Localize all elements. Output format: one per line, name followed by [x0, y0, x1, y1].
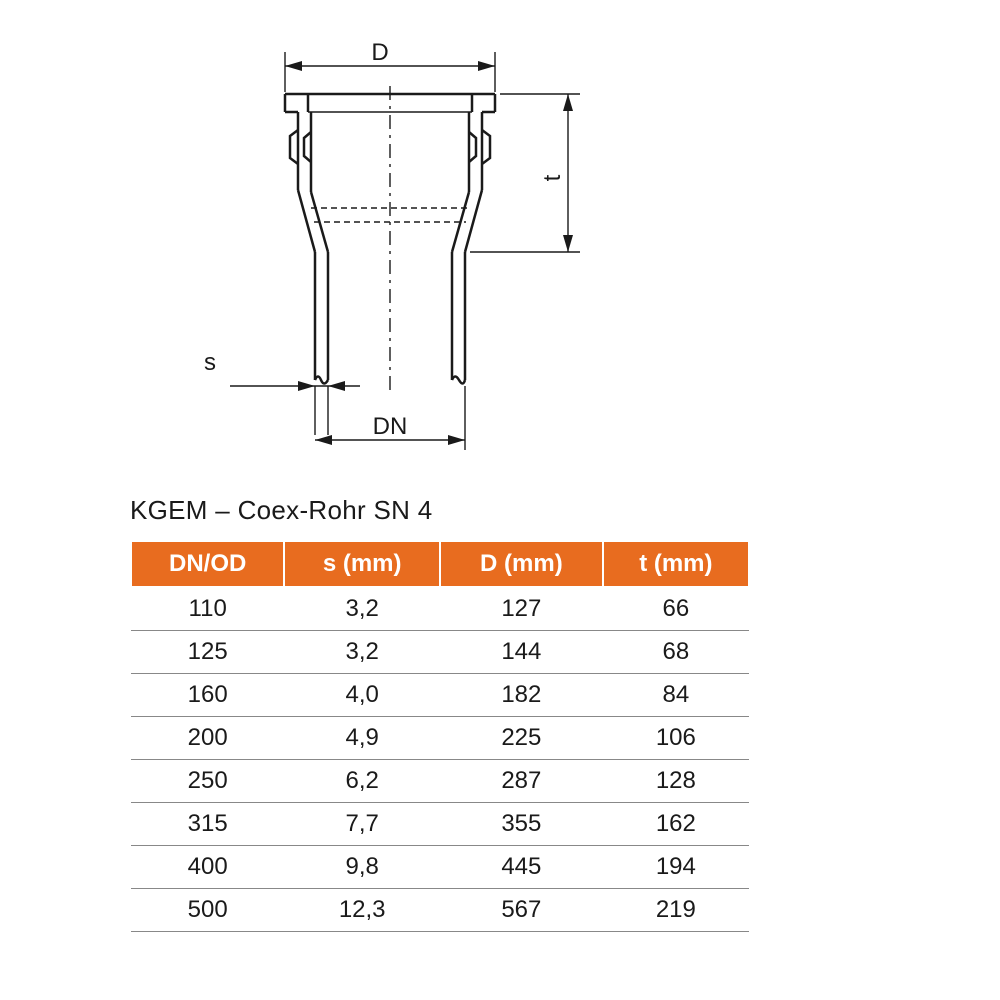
table-cell: 3,2 — [284, 587, 440, 631]
pipe-diagram: D t s DN — [180, 40, 680, 460]
table-cell: 182 — [440, 674, 603, 717]
table-row: 2004,9225106 — [131, 717, 749, 760]
table-cell: 225 — [440, 717, 603, 760]
table-cell: 219 — [603, 889, 749, 932]
table-cell: 9,8 — [284, 846, 440, 889]
table-cell: 200 — [131, 717, 284, 760]
table-cell: 6,2 — [284, 760, 440, 803]
dim-label-s: s — [204, 349, 216, 376]
table-cell: 12,3 — [284, 889, 440, 932]
pipe-diagram-svg: D t s DN — [180, 40, 680, 460]
table-row: 1103,212766 — [131, 587, 749, 631]
table-cell: 4,9 — [284, 717, 440, 760]
table-cell: 7,7 — [284, 803, 440, 846]
table-cell: 4,0 — [284, 674, 440, 717]
table-cell: 128 — [603, 760, 749, 803]
table-row: 1253,214468 — [131, 631, 749, 674]
table-cell: 355 — [440, 803, 603, 846]
table-title: KGEM – Coex-Rohr SN 4 — [130, 495, 433, 526]
table-cell: 315 — [131, 803, 284, 846]
table-cell: 162 — [603, 803, 749, 846]
dim-label-t: t — [539, 174, 566, 181]
table-cell: 194 — [603, 846, 749, 889]
table-row: 2506,2287128 — [131, 760, 749, 803]
table-cell: 250 — [131, 760, 284, 803]
table-row: 50012,3567219 — [131, 889, 749, 932]
table-row: 3157,7355162 — [131, 803, 749, 846]
table-cell: 110 — [131, 587, 284, 631]
col-header: DN/OD — [131, 541, 284, 587]
table-cell: 144 — [440, 631, 603, 674]
table-cell: 3,2 — [284, 631, 440, 674]
table-header-row: DN/OD s (mm) D (mm) t (mm) — [131, 541, 749, 587]
table-cell: 400 — [131, 846, 284, 889]
table-cell: 127 — [440, 587, 603, 631]
table-row: 4009,8445194 — [131, 846, 749, 889]
col-header: D (mm) — [440, 541, 603, 587]
table-cell: 287 — [440, 760, 603, 803]
table-cell: 106 — [603, 717, 749, 760]
table-cell: 84 — [603, 674, 749, 717]
spec-table: DN/OD s (mm) D (mm) t (mm) 1103,21276612… — [130, 540, 750, 932]
table-cell: 567 — [440, 889, 603, 932]
table-cell: 125 — [131, 631, 284, 674]
col-header: t (mm) — [603, 541, 749, 587]
col-header: s (mm) — [284, 541, 440, 587]
dim-label-D: D — [371, 40, 388, 66]
table-cell: 68 — [603, 631, 749, 674]
table-cell: 160 — [131, 674, 284, 717]
table-cell: 66 — [603, 587, 749, 631]
dim-label-DN: DN — [373, 413, 408, 440]
table-row: 1604,018284 — [131, 674, 749, 717]
table-cell: 445 — [440, 846, 603, 889]
table-cell: 500 — [131, 889, 284, 932]
